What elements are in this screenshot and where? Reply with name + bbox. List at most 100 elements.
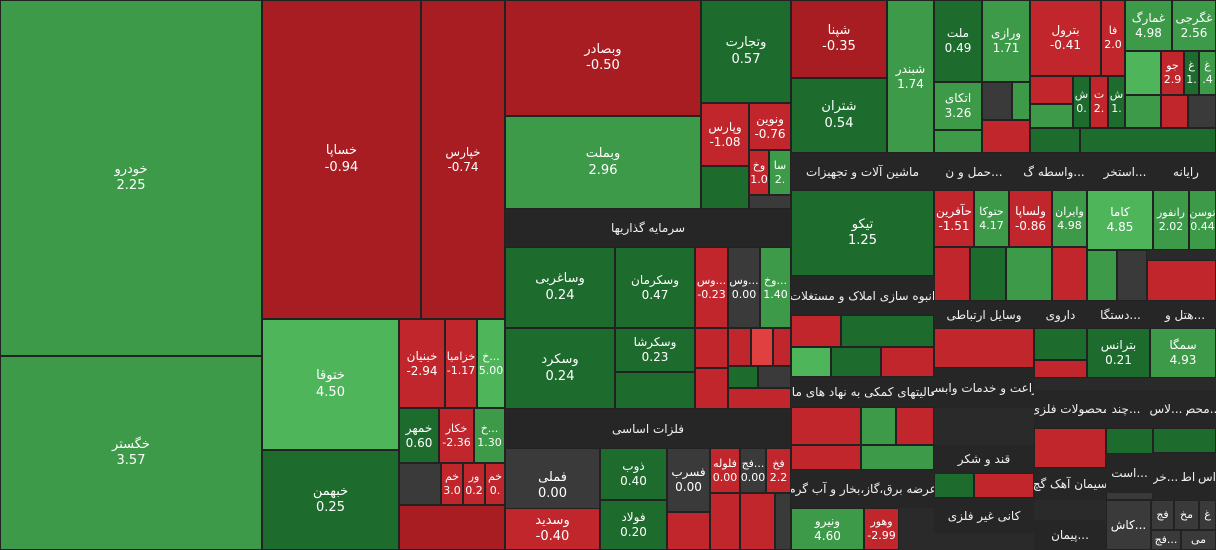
- treemap-filler-tile[interactable]: [1087, 250, 1117, 301]
- treemap-tile[interactable]: وخ... 1.40: [760, 247, 791, 328]
- sector-header[interactable]: واسطه گ...: [1014, 153, 1094, 190]
- sector-header[interactable]: محصولات فلزی: [1034, 390, 1106, 428]
- treemap-tile[interactable]: وسکرمان 0.47: [615, 247, 695, 328]
- treemap-tile[interactable]: غ 1.: [1184, 51, 1199, 95]
- sector-header[interactable]: استخر...: [1094, 153, 1156, 190]
- treemap-tile[interactable]: ش 1.: [1108, 76, 1125, 128]
- sector-header[interactable]: زراعت و خدمات وابسته: [934, 368, 1034, 408]
- treemap-filler-tile[interactable]: [773, 328, 791, 366]
- treemap-filler-tile[interactable]: [667, 512, 710, 550]
- sector-header[interactable]: وسایل ارتباطی: [934, 301, 1034, 328]
- treemap-tile[interactable]: خساپا -0.94: [262, 0, 421, 319]
- treemap-tile[interactable]: خزامیا -1.17: [445, 319, 477, 408]
- treemap-filler-tile[interactable]: [695, 328, 728, 368]
- treemap-tile[interactable]: وبملت 2.96: [505, 116, 701, 209]
- sector-header[interactable]: چند...: [1106, 390, 1146, 428]
- sector-header[interactable]: فعالیتهای کمکی به نهاد های مال: [791, 377, 934, 407]
- treemap-tile[interactable]: بترانس 0.21: [1087, 328, 1150, 378]
- treemap-filler-tile[interactable]: [1147, 260, 1216, 301]
- treemap-filler-tile[interactable]: [1161, 95, 1188, 128]
- sector-header[interactable]: لاس...: [1146, 390, 1186, 428]
- treemap-filler-tile[interactable]: [758, 366, 791, 388]
- treemap-tile[interactable]: می: [1181, 530, 1216, 550]
- treemap-filler-tile[interactable]: [710, 493, 740, 550]
- treemap-filler-tile[interactable]: [1034, 360, 1087, 378]
- treemap-tile[interactable]: اتکای 3.26: [934, 82, 982, 130]
- treemap-tile[interactable]: تیکو 1.25: [791, 190, 934, 276]
- treemap-filler-tile[interactable]: [399, 463, 441, 505]
- treemap-filler-tile[interactable]: [831, 347, 881, 377]
- treemap-filler-tile[interactable]: [896, 407, 934, 445]
- sector-header[interactable]: ماشین آلات و تجهیزات: [791, 153, 934, 190]
- treemap-filler-tile[interactable]: [728, 328, 751, 366]
- treemap-tile[interactable]: وس... 0.00: [728, 247, 760, 328]
- treemap-filler-tile[interactable]: [1034, 328, 1087, 360]
- treemap-tile[interactable]: وپارس -1.08: [701, 103, 749, 166]
- treemap-filler-tile[interactable]: [695, 368, 728, 409]
- treemap-tile[interactable]: فخ 2.2: [766, 448, 791, 493]
- treemap-tile[interactable]: فلوله 0.00: [710, 448, 740, 493]
- sector-header[interactable]: دستگا...: [1087, 301, 1154, 328]
- treemap-tile[interactable]: خودرو 2.25: [0, 0, 262, 356]
- treemap-filler-tile[interactable]: [934, 328, 1034, 368]
- treemap-filler-tile[interactable]: [791, 347, 831, 377]
- treemap-filler-tile[interactable]: [1052, 247, 1087, 301]
- treemap-tile[interactable]: غمارگ 4.98: [1125, 0, 1172, 51]
- sector-header[interactable]: سیمان آهک گچ: [1034, 468, 1106, 500]
- treemap-filler-tile[interactable]: [982, 82, 1012, 120]
- treemap-filler-tile[interactable]: [1125, 51, 1161, 95]
- treemap-filler-tile[interactable]: [1080, 128, 1216, 153]
- treemap-filler-tile[interactable]: [701, 166, 749, 209]
- treemap-tile[interactable]: جو 2.9: [1161, 51, 1184, 95]
- treemap-tile[interactable]: خم 3.0: [441, 463, 463, 505]
- treemap-tile[interactable]: رانفور 2.02: [1153, 190, 1189, 250]
- treemap-filler-tile[interactable]: [974, 473, 1034, 498]
- treemap-tile[interactable]: وایران 4.98: [1052, 190, 1087, 247]
- treemap-tile[interactable]: کاما 4.85: [1087, 190, 1153, 250]
- treemap-filler-tile[interactable]: [615, 372, 695, 409]
- treemap-tile[interactable]: شبندر 1.74: [887, 0, 934, 153]
- treemap-tile[interactable]: کاش...: [1106, 500, 1151, 550]
- treemap-tile[interactable]: ت 2.: [1090, 76, 1108, 128]
- treemap-tile[interactable]: حآفرین -1.51: [934, 190, 974, 247]
- treemap-tile[interactable]: حتوکا 4.17: [974, 190, 1009, 247]
- treemap-tile[interactable]: خم 0.: [485, 463, 505, 505]
- treemap-tile[interactable]: ختوقا 4.50: [262, 319, 399, 450]
- treemap-tile[interactable]: بترول -0.41: [1030, 0, 1101, 76]
- treemap-filler-tile[interactable]: [751, 328, 773, 366]
- treemap-tile[interactable]: فا 2.0: [1101, 0, 1125, 76]
- treemap-tile[interactable]: ولساپا -0.86: [1009, 190, 1052, 247]
- treemap-filler-tile[interactable]: [728, 388, 791, 409]
- treemap-tile[interactable]: خپارس -0.74: [421, 0, 505, 319]
- treemap-filler-tile[interactable]: [749, 195, 791, 209]
- treemap-tile[interactable]: ش 0.: [1073, 76, 1090, 128]
- treemap-filler-tile[interactable]: [1012, 82, 1030, 120]
- sector-header[interactable]: اس: [1198, 453, 1216, 500]
- treemap-tile[interactable]: توسن 0.44: [1189, 190, 1216, 250]
- sector-header[interactable]: خر...: [1153, 453, 1178, 500]
- sector-header[interactable]: حمل و ن...: [934, 153, 1014, 190]
- treemap-tile[interactable]: ونوین -0.76: [749, 103, 791, 150]
- treemap-tile[interactable]: شتران 0.54: [791, 78, 887, 153]
- treemap-filler-tile[interactable]: [1125, 95, 1161, 128]
- treemap-tile[interactable]: ورازی 1.71: [982, 0, 1030, 82]
- treemap-filler-tile[interactable]: [934, 247, 970, 301]
- sector-header[interactable]: عرضه برق،گاز،بخار و آب گرم: [791, 470, 934, 508]
- treemap-tile[interactable]: ذوب 0.40: [600, 448, 667, 500]
- sector-header[interactable]: داروی: [1034, 301, 1087, 328]
- treemap-filler-tile[interactable]: [1030, 76, 1073, 104]
- sector-header[interactable]: هتل و...: [1154, 301, 1216, 328]
- treemap-filler-tile[interactable]: [861, 445, 934, 470]
- sector-header[interactable]: است...: [1106, 453, 1153, 493]
- sector-header[interactable]: پیمان...: [1034, 520, 1106, 550]
- treemap-filler-tile[interactable]: [1188, 95, 1216, 128]
- treemap-tile[interactable]: شپنا -0.35: [791, 0, 887, 78]
- treemap-filler-tile[interactable]: [934, 473, 974, 498]
- treemap-filler-tile[interactable]: [791, 445, 861, 470]
- sector-header[interactable]: اط: [1178, 453, 1198, 500]
- treemap-filler-tile[interactable]: [1117, 250, 1147, 301]
- sector-header[interactable]: انبوه سازی املاک و مستغلات: [791, 276, 934, 315]
- treemap-filler-tile[interactable]: [970, 247, 1006, 301]
- treemap-tile[interactable]: فج: [1151, 500, 1174, 530]
- treemap-tile[interactable]: سمگا 4.93: [1150, 328, 1216, 378]
